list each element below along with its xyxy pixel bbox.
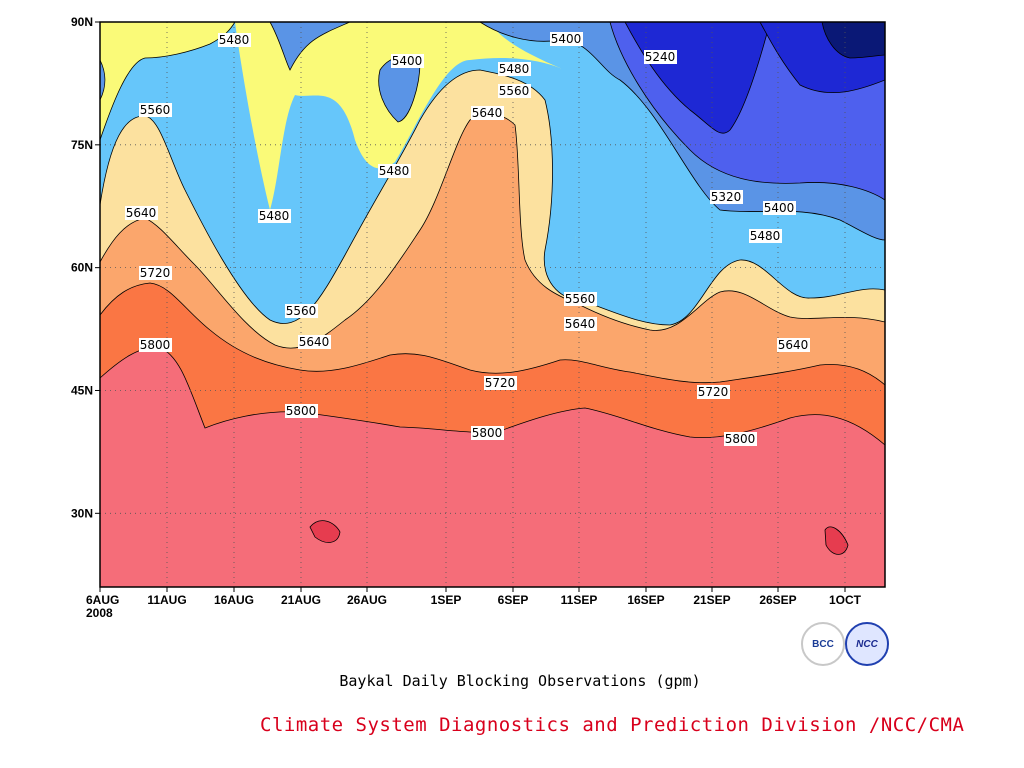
x-tick-label: 1OCT xyxy=(829,593,862,607)
contour-label-text: 5240 xyxy=(645,50,676,64)
contour-label-text: 5640 xyxy=(299,335,330,349)
contour-label: 5640 xyxy=(777,338,810,352)
x-tick-label: 16SEP xyxy=(627,593,664,607)
contour-label: 5480 xyxy=(749,229,782,243)
contour-label: 5800 xyxy=(139,338,172,352)
cell-5880-oct xyxy=(824,526,849,555)
contour-label: 5800 xyxy=(285,404,318,418)
contour-labels: 5480 5400 5400 5240 5480 5560 5560 5640 5480 5480… xyxy=(125,32,810,446)
cell-5880-aug xyxy=(309,520,341,543)
contour-label-text: 5400 xyxy=(392,54,423,68)
contour-label-text: 5560 xyxy=(286,304,317,318)
y-tick-label: 45N xyxy=(71,383,93,397)
fill-lowest xyxy=(821,22,885,59)
x-tick-label: 11AUG xyxy=(147,593,186,607)
plot-frame xyxy=(99,21,886,588)
y-tick-label: 75N xyxy=(71,138,93,152)
x-tick-label: 6SEP xyxy=(498,593,529,607)
contour-label: 5560 xyxy=(139,103,172,117)
bcc-logo: BCC xyxy=(801,622,845,666)
contour-label-text: 5720 xyxy=(698,385,729,399)
x-tick-label: 11SEP xyxy=(561,593,598,607)
contour-label-text: 5800 xyxy=(725,432,756,446)
contour-label: 5400 xyxy=(763,201,796,215)
x-tick-label: 26SEP xyxy=(759,593,796,607)
fill-above-5800 xyxy=(100,347,885,587)
contour-label: 5400 xyxy=(391,54,424,68)
contour-label: 5560 xyxy=(285,304,318,318)
y-tick-label: 90N xyxy=(71,15,93,29)
contour-label-text: 5800 xyxy=(140,338,171,352)
x-tick-label: 1SEP xyxy=(431,593,462,607)
contour-label: 5720 xyxy=(139,266,172,280)
contour-label-text: 5800 xyxy=(286,404,317,418)
chart-title: Baykal Daily Blocking Observations (gpm) xyxy=(339,672,701,690)
contour-label: 5480 xyxy=(498,62,531,76)
contour-label: 5640 xyxy=(125,206,158,220)
credit-line: Climate System Diagnostics and Predictio… xyxy=(260,714,965,736)
contour-label-text: 5480 xyxy=(499,62,530,76)
contour-label: 5240 xyxy=(644,50,677,64)
y-tick-label: 60N xyxy=(71,261,93,275)
contour-label: 5480 xyxy=(218,33,251,47)
fill-5480-5560 xyxy=(100,22,235,140)
contour-label-text: 5720 xyxy=(485,376,516,390)
contour-label-text: 5640 xyxy=(472,106,503,120)
x-axis: 6AUG 11AUG 16AUG 21AUG 26AUG 1SEP 6SEP 11SEP 16S… xyxy=(86,587,862,607)
x-tick-label: 6AUG xyxy=(86,593,119,607)
contour-label: 5560 xyxy=(564,292,597,306)
x-tick-label: 21SEP xyxy=(693,593,730,607)
contour-label-text: 5800 xyxy=(472,426,503,440)
contour-label-text: 5480 xyxy=(219,33,250,47)
contour-label: 5640 xyxy=(564,317,597,331)
fill-below-5240 xyxy=(624,22,771,134)
contour-label-text: 5640 xyxy=(778,338,809,352)
contour-label: 5560 xyxy=(498,84,531,98)
contour-label-text: 5320 xyxy=(711,190,742,204)
contour-label-text: 5480 xyxy=(379,164,410,178)
ncc-logo: NCC xyxy=(845,622,889,666)
contour-label-text: 5480 xyxy=(750,229,781,243)
y-tick-label: 30N xyxy=(71,506,93,520)
contour-label-text: 5560 xyxy=(499,84,530,98)
x-tick-label: 21AUG xyxy=(281,593,321,607)
contour-label: 5640 xyxy=(298,335,331,349)
x-axis-year-label: 2008 xyxy=(86,606,113,620)
x-tick-label: 26AUG xyxy=(347,593,387,607)
contour-label: 5800 xyxy=(471,426,504,440)
contour-label-text: 5640 xyxy=(565,317,596,331)
x-tick-label: 16AUG xyxy=(214,593,254,607)
contour-label-text: 5480 xyxy=(259,209,290,223)
contour-label-text: 5560 xyxy=(140,103,171,117)
contour-label: 5400 xyxy=(550,32,583,46)
cell-5400-aug xyxy=(269,22,351,71)
contour-label: 5480 xyxy=(378,164,411,178)
contour-label-text: 5400 xyxy=(764,201,795,215)
contour-label: 5720 xyxy=(697,385,730,399)
contour-label-text: 5560 xyxy=(565,292,596,306)
contour-label-text: 5640 xyxy=(126,206,157,220)
contour-label: 5480 xyxy=(258,209,291,223)
contour-label: 5640 xyxy=(471,106,504,120)
contour-label-text: 5720 xyxy=(140,266,171,280)
contour-label: 5320 xyxy=(710,190,743,204)
contour-label: 5800 xyxy=(724,432,757,446)
y-axis: 30N 45N 60N 75N 90N xyxy=(71,15,100,520)
contour-label: 5720 xyxy=(484,376,517,390)
contour-label-text: 5400 xyxy=(551,32,582,46)
